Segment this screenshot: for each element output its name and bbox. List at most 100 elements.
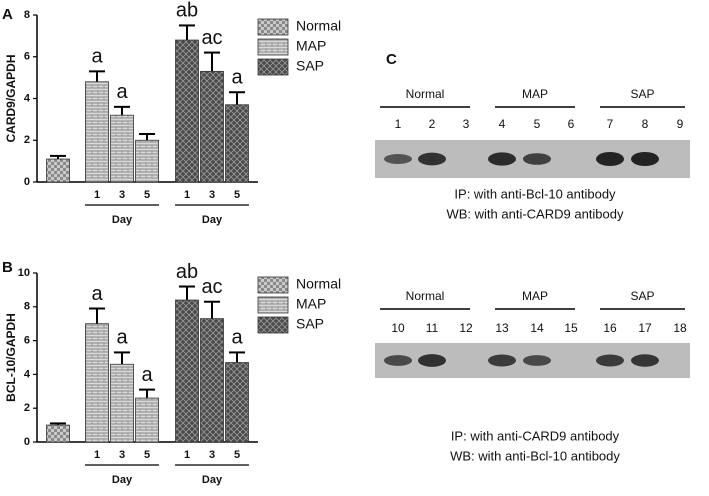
error-bar	[204, 300, 220, 319]
x-tick-label: 3	[119, 189, 125, 201]
x-tick-label: 1	[94, 449, 100, 461]
error-bar	[204, 51, 220, 72]
blot-band	[523, 355, 551, 366]
lane-label: 8	[642, 117, 649, 131]
x-tick-label: 5	[234, 189, 240, 201]
legend-label: MAP	[296, 296, 326, 312]
legend-label: SAP	[296, 58, 324, 74]
y-tick-label: 8	[24, 9, 30, 21]
panel-label: C	[386, 51, 397, 68]
group-label: Day	[112, 214, 133, 226]
error-bar	[179, 285, 195, 301]
y-tick-label: 8	[24, 301, 30, 313]
lane-label: 4	[499, 117, 506, 131]
blot-band	[631, 354, 659, 367]
x-tick-label: 3	[119, 449, 125, 461]
bar	[175, 39, 199, 183]
error-bar	[179, 24, 195, 41]
caption: WB: with anti-CARD9 antibody	[446, 206, 624, 221]
group-label: Normal	[406, 87, 445, 101]
group-label: Day	[112, 474, 133, 486]
group-label: MAP	[522, 87, 548, 101]
lane-label: 1	[395, 117, 402, 131]
x-tick-label: 5	[144, 189, 150, 201]
bar	[85, 323, 109, 443]
lane-label: 12	[459, 321, 473, 335]
annotation: a	[91, 283, 103, 305]
bar	[135, 139, 159, 183]
group-label: Day	[202, 214, 223, 226]
y-axis-label: BCL-10/GAPDH	[4, 313, 18, 402]
lane-label: 17	[638, 321, 652, 335]
group-label: Normal	[406, 289, 445, 303]
legend-swatch	[257, 296, 289, 314]
lane-label: 16	[603, 321, 617, 335]
y-tick-label: 0	[24, 176, 30, 188]
bar	[46, 424, 70, 443]
x-tick-label: 1	[184, 189, 190, 201]
legend-swatch	[257, 38, 289, 56]
bar	[200, 318, 224, 443]
group-label: SAP	[630, 87, 654, 101]
blot-band	[488, 354, 516, 367]
annotation: ac	[201, 276, 222, 298]
legend-label: MAP	[296, 38, 326, 54]
panel-label: B	[2, 259, 13, 276]
x-tick-label: 1	[184, 449, 190, 461]
error-bar	[114, 351, 130, 365]
annotation: a	[231, 327, 243, 349]
lane-label: 13	[495, 321, 509, 335]
legend-label: Normal	[296, 18, 341, 34]
annotation: a	[141, 364, 153, 386]
lane-label: 7	[607, 117, 614, 131]
legend-swatch	[257, 58, 289, 76]
lane-label: 11	[426, 321, 439, 335]
x-tick-label: 1	[94, 189, 100, 201]
bar	[225, 104, 249, 183]
blot-band	[384, 355, 412, 366]
error-bar	[139, 388, 155, 399]
lane-label: 5	[534, 117, 541, 131]
legend-swatch	[257, 316, 289, 334]
caption: IP: with anti-Bcl-10 antibody	[454, 186, 616, 201]
error-bar	[229, 351, 245, 363]
blot-band	[523, 153, 551, 165]
bar	[200, 70, 224, 183]
lane-label: 18	[673, 321, 687, 335]
annotation: ab	[176, 261, 198, 283]
group-label: Day	[202, 474, 223, 486]
error-bar	[89, 307, 105, 324]
error-bar	[139, 132, 155, 141]
x-tick-label: 5	[144, 449, 150, 461]
bar	[225, 362, 249, 443]
error-bar	[50, 154, 66, 160]
annotation: ab	[176, 0, 198, 22]
legend-label: SAP	[296, 316, 324, 332]
annotation: a	[116, 81, 128, 103]
blot-band	[488, 152, 516, 166]
group-label: SAP	[630, 289, 654, 303]
annotation: ac	[201, 27, 222, 49]
lane-label: 10	[391, 321, 405, 335]
lane-label: 14	[530, 321, 544, 335]
bar	[110, 363, 134, 443]
annotation: a	[91, 46, 103, 68]
panel-label: A	[2, 6, 13, 23]
lane-label: 6	[568, 117, 575, 131]
y-tick-label: 6	[24, 335, 30, 347]
y-tick-label: 0	[24, 436, 30, 448]
y-tick-label: 2	[24, 134, 30, 146]
bar	[110, 114, 134, 183]
legend-label: Normal	[296, 276, 341, 292]
blot-band	[631, 152, 659, 166]
error-bar	[114, 105, 130, 116]
legend-swatch	[257, 18, 289, 36]
group-label: MAP	[522, 289, 548, 303]
lane-label: 9	[677, 117, 684, 131]
blot-band	[596, 152, 624, 166]
blot-band	[418, 152, 446, 166]
x-tick-label: 3	[209, 189, 215, 201]
blot-band	[384, 154, 412, 164]
legend-swatch	[257, 276, 289, 294]
error-bar	[89, 70, 105, 82]
